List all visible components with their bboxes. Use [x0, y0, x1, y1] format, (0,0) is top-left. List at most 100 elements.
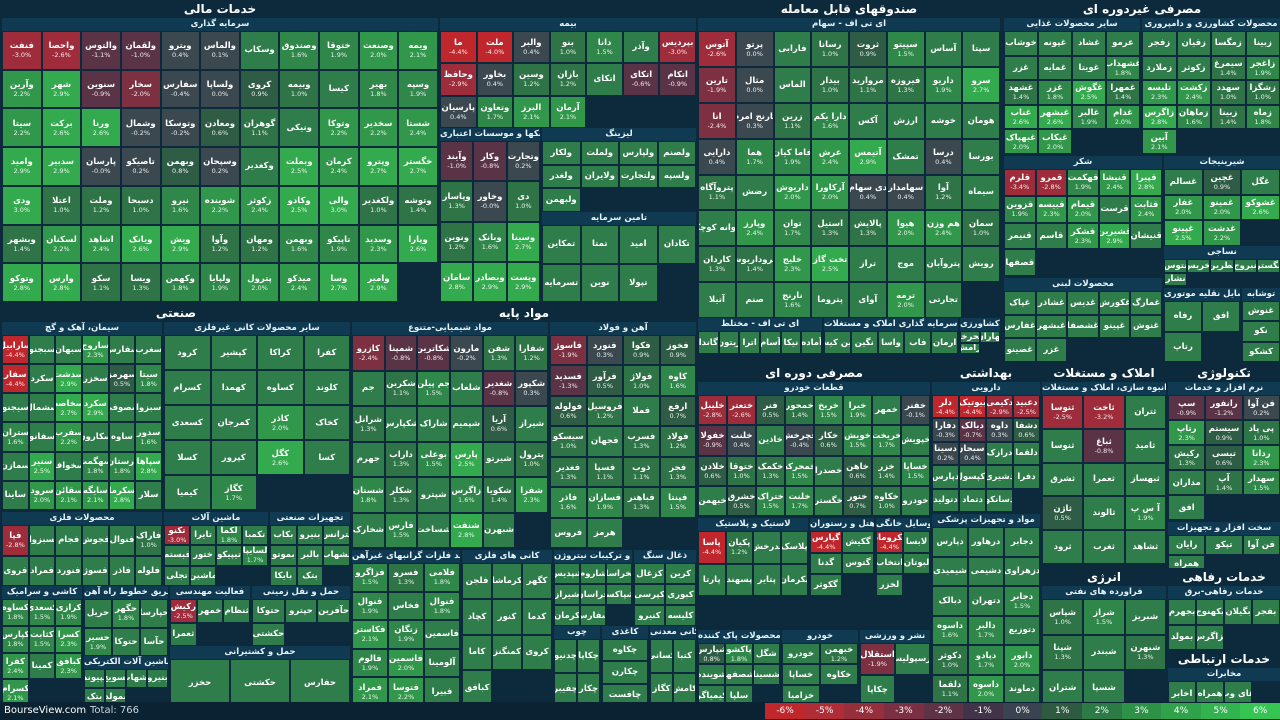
stock-tile[interactable]: سشمال [28, 393, 56, 423]
stock-tile[interactable]: دپادو 1.7% [968, 645, 1004, 675]
group-title[interactable]: صندوق کشاورزی [960, 318, 1000, 331]
stock-tile[interactable]: قنیشا 2.4% [1098, 169, 1131, 196]
stock-tile[interactable]: شیرتو [482, 441, 516, 477]
group-title[interactable]: محصولات لبنی [1004, 278, 1162, 291]
stock-tile[interactable]: رتاپ 2.3% [1168, 420, 1206, 445]
group-title[interactable]: ماشین آلات [164, 512, 268, 525]
stock-tile[interactable]: دانا 1.5% [586, 31, 623, 64]
stock-tile[interactable]: داسوه 1.6% [932, 615, 968, 645]
stock-tile[interactable]: کفرا 2.4% [2, 652, 29, 680]
stock-tile[interactable]: آرمان 2.1% [549, 95, 587, 128]
stock-tile[interactable]: غدیس [1067, 291, 1099, 315]
stock-tile[interactable]: دپارس [932, 465, 959, 489]
stock-tile[interactable]: شلعاب [449, 370, 483, 406]
stock-tile[interactable]: کساوه 1.8% [2, 599, 29, 626]
stock-tile[interactable]: پتروما [811, 282, 849, 318]
stock-tile[interactable]: غفارس [1004, 314, 1036, 339]
stock-tile[interactable]: اشاهد 2.4% [81, 224, 121, 264]
stock-tile[interactable]: شفرا 2.3% [515, 477, 548, 513]
group-title[interactable]: محصولات فلزی [2, 512, 162, 525]
stock-tile[interactable]: غمارگ [1130, 291, 1162, 315]
stock-tile[interactable]: صنم [735, 282, 774, 318]
stock-tile[interactable]: ثغرب [1083, 530, 1125, 564]
stock-tile[interactable]: بنیرو [147, 669, 168, 688]
stock-tile[interactable]: دسانکو [986, 488, 1013, 512]
stock-tile[interactable]: فارس 1.5% [384, 512, 418, 548]
stock-tile[interactable]: فرآور 0.5% [586, 365, 623, 396]
stock-tile[interactable]: فغدیر 1.3% [550, 456, 587, 488]
stock-tile[interactable]: آکس [849, 102, 887, 139]
stock-tile[interactable]: ویانک 2.6% [120, 224, 161, 264]
legend-swatch[interactable]: 6% [1240, 703, 1280, 719]
stock-tile[interactable]: ولپارس [619, 141, 658, 165]
stock-tile[interactable]: گدنا [810, 552, 842, 575]
brand-label[interactable]: BourseView.com [4, 705, 87, 716]
group-title[interactable]: بیمه [440, 18, 696, 31]
stock-tile[interactable]: فلوله [135, 555, 162, 586]
stock-tile[interactable]: تمتا [580, 225, 619, 264]
stock-tile[interactable]: سیسکو 1.0% [550, 426, 587, 457]
stock-tile[interactable]: ختراک 1.5% [756, 485, 785, 516]
stock-tile[interactable]: سرو 2.7% [962, 66, 1000, 103]
stock-tile[interactable]: سپ -0.9% [1168, 395, 1206, 420]
stock-tile[interactable]: دسینا 0.2% [932, 441, 959, 466]
stock-tile[interactable]: ویش 2.9% [160, 224, 201, 264]
stock-tile[interactable]: وبهمن 1.6% [279, 224, 319, 264]
stock-tile[interactable]: خکاوه 1.0% [872, 485, 901, 516]
stock-tile[interactable]: پتروآبان [924, 246, 963, 283]
stock-tile[interactable]: کبافق [462, 670, 492, 706]
stock-tile[interactable]: دالبر 1.7% [968, 615, 1004, 645]
group-title[interactable]: تولید فلزات گرانبهای غیرآهن [352, 550, 460, 563]
stock-tile[interactable]: شکپارس [384, 406, 418, 442]
stock-tile[interactable]: شراز 1.5% [1083, 599, 1125, 635]
stock-tile[interactable]: غشاد [1072, 31, 1106, 56]
legend-swatch[interactable]: 4% [1161, 703, 1201, 719]
stock-tile[interactable]: ولکغدیر 1.0% [358, 185, 399, 225]
stock-tile[interactable]: کروی [522, 634, 552, 671]
stock-tile[interactable]: کرمان 2.4% [319, 147, 359, 186]
stock-tile[interactable]: پارس 2.5% [449, 441, 483, 477]
stock-tile[interactable]: گپارس -4.4% [810, 531, 842, 553]
stock-tile[interactable]: فنوال 1.9% [352, 591, 388, 621]
stock-tile[interactable]: بفجر [1252, 599, 1280, 625]
stock-tile[interactable]: ستران 1.6% [2, 422, 29, 452]
stock-tile[interactable]: ولصنم [657, 141, 696, 165]
stock-tile[interactable]: فلامی 1.8% [424, 563, 460, 592]
stock-tile[interactable]: نیرو 1.6% [160, 185, 201, 225]
group-title[interactable]: لیزینگ [542, 128, 696, 141]
stock-tile[interactable]: شپاکسا [606, 584, 632, 605]
stock-tile[interactable]: پدرخش [753, 531, 781, 564]
stock-tile[interactable]: ماشین [190, 565, 216, 586]
stock-tile[interactable]: والتوس -1.1% [81, 31, 121, 70]
stock-tile[interactable]: ولملت [580, 141, 619, 165]
stock-tile[interactable]: وامید 2.9% [2, 147, 42, 186]
stock-tile[interactable]: تکمبا [242, 525, 268, 546]
stock-tile[interactable]: هومان [962, 102, 1000, 139]
stock-tile[interactable]: حآسا [140, 627, 168, 656]
stock-tile[interactable]: ولساپا 0.0% [200, 69, 240, 109]
legend-swatch[interactable]: 0% [1002, 703, 1043, 719]
stock-tile[interactable]: کسا [303, 440, 350, 475]
group-title[interactable]: محصولات کشاورزی و دامپروری [1142, 18, 1280, 31]
stock-tile[interactable]: کپارس 1.8% [2, 625, 29, 653]
stock-tile[interactable]: کتبا [673, 639, 696, 673]
stock-tile[interactable]: آبین 2.1% [1142, 129, 1177, 154]
stock-tile[interactable]: والبر 0.4% [513, 31, 550, 64]
stock-tile[interactable]: فبستم [164, 545, 190, 566]
stock-tile[interactable]: تمشک [886, 138, 925, 175]
stock-tile[interactable]: شکاترین -0.8% [417, 335, 450, 371]
stock-tile[interactable]: بپیوند [84, 669, 105, 688]
legend-swatch[interactable]: -2% [923, 703, 964, 719]
stock-tile[interactable]: بزاگرس [1196, 624, 1224, 650]
stock-tile[interactable]: غبشهر [1035, 314, 1068, 339]
stock-tile[interactable]: زشگزا 1.0% [1245, 80, 1280, 105]
stock-tile[interactable]: تکنو -3.0% [164, 525, 190, 546]
sector-title[interactable]: بهداشتی [959, 366, 1013, 380]
stock-tile[interactable]: کنور [492, 598, 522, 635]
stock-tile[interactable]: افق [1202, 301, 1240, 332]
group-title[interactable]: انبوه سازی، املاک و مستغلات [1042, 382, 1166, 395]
stock-tile[interactable]: دجابر 1.5% [1004, 586, 1040, 616]
stock-tile[interactable]: شصفها [725, 664, 753, 685]
stock-tile[interactable]: زبینا [1245, 31, 1280, 56]
stock-tile[interactable]: پلاسک [780, 531, 808, 564]
